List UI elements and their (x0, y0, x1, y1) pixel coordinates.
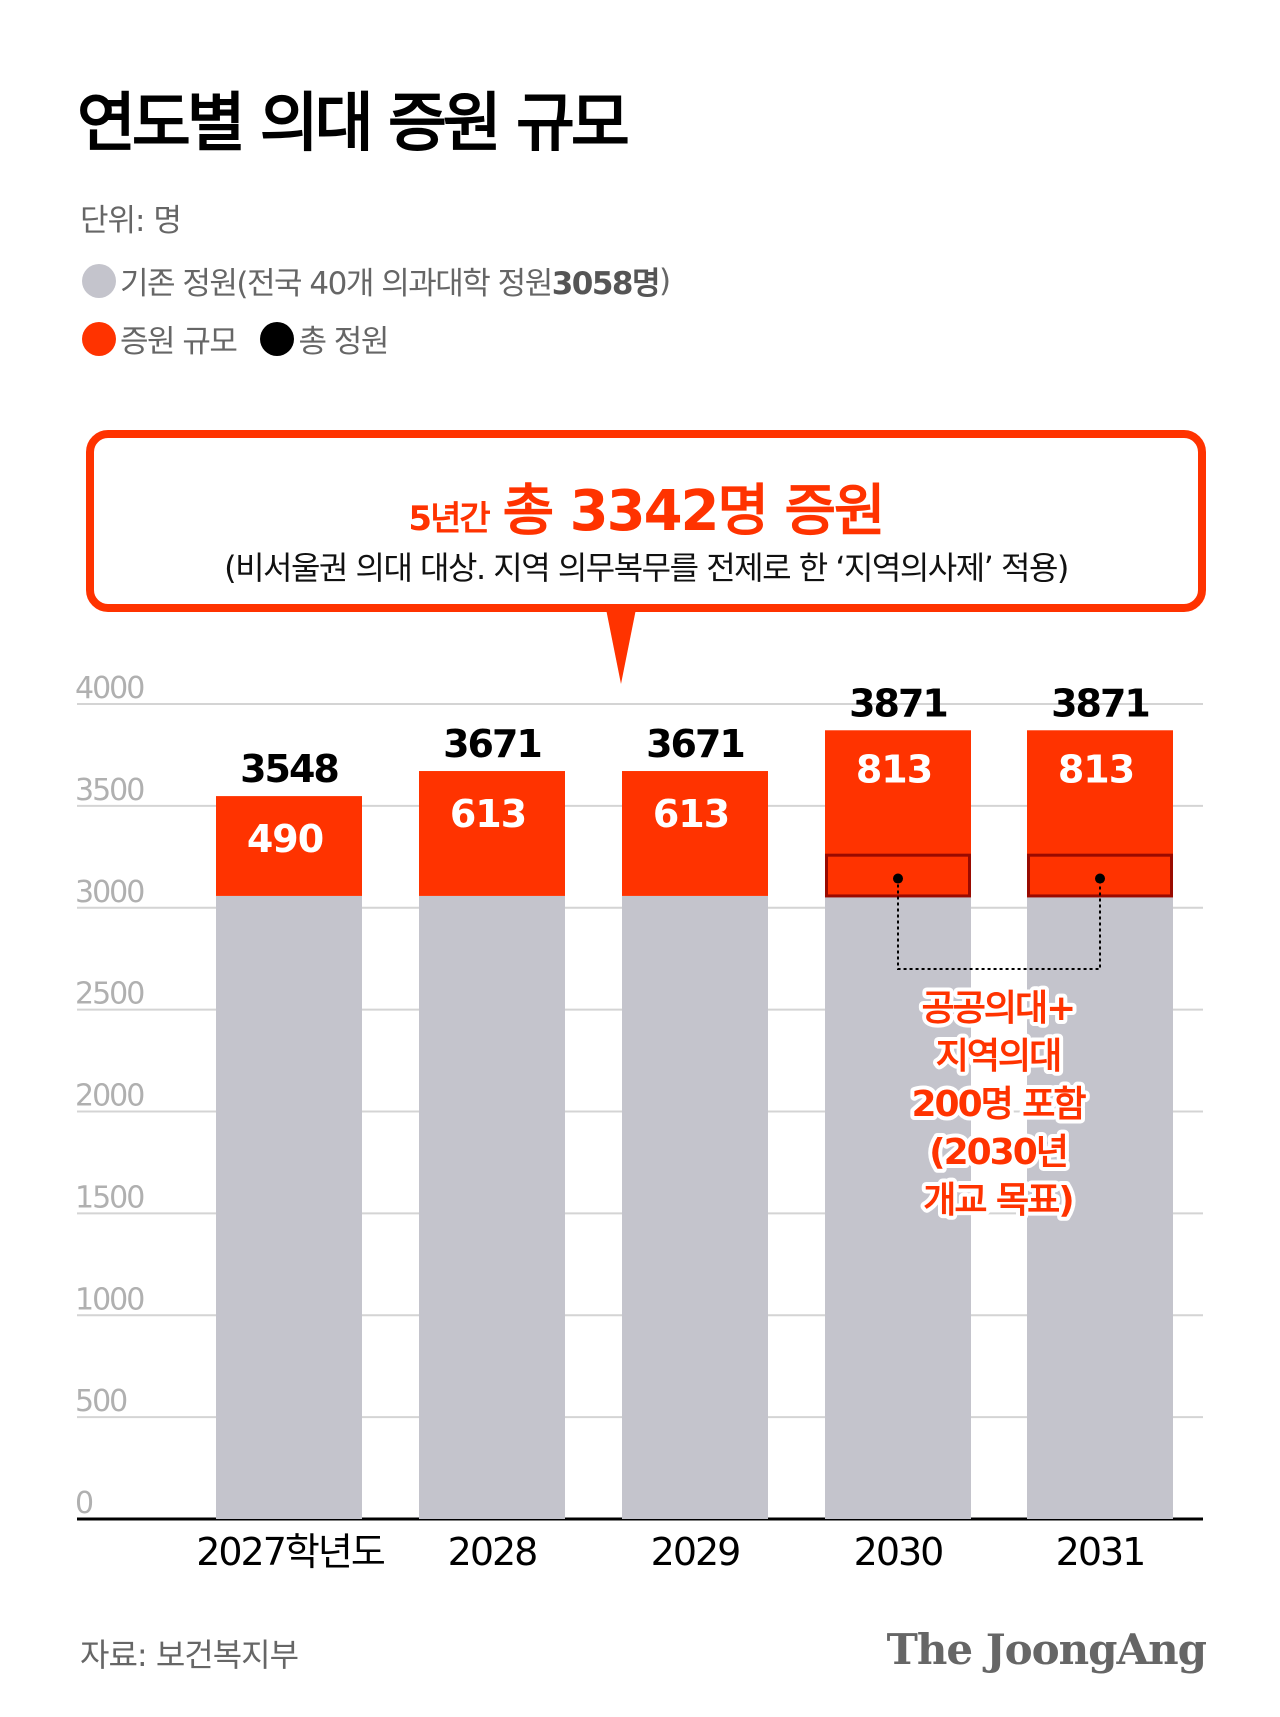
black-dot-icon (260, 321, 295, 356)
increase-label: 813 (856, 747, 932, 791)
callout-pointer (605, 604, 637, 684)
annotation-connector (897, 878, 1101, 970)
total-label: 3548 (240, 747, 338, 791)
bar-included-200 (1027, 853, 1173, 898)
orange-dot-icon (82, 321, 116, 356)
bar-base (825, 895, 971, 1519)
gray-dot-icon (82, 263, 116, 298)
callout-subtitle: (비서울권 의대 대상. 지역 의무복무를 전제로 한 ‘지역의사제’ 적용) (224, 549, 1069, 587)
bar-increase (1027, 730, 1173, 896)
x-tick-label: 2028 (448, 1530, 537, 1574)
annotation-line: 개교 목표) (923, 1180, 1072, 1221)
increase-label: 613 (450, 792, 526, 836)
callout-headline: 5년간 총 3342명 증원 (94, 466, 1198, 547)
callout-box: 5년간 총 3342명 증원 (비서울권 의대 대상. 지역 의무복무를 전제로 … (86, 430, 1206, 612)
increase-label: 613 (653, 792, 729, 836)
legend-item-increase: 증원 규모 총 정원 (82, 316, 389, 361)
x-tick-label: 2030 (854, 1530, 943, 1574)
bar-increase (419, 771, 565, 896)
y-tick-label: 3500 (75, 773, 144, 808)
bar-base (419, 895, 565, 1519)
y-tick-label: 1500 (75, 1180, 144, 1215)
legend-tail: ) (659, 262, 671, 299)
bar-increase (216, 796, 362, 896)
bar-base (216, 895, 362, 1519)
y-tick-label: 2000 (75, 1079, 144, 1114)
x-tick-label: 2031 (1056, 1530, 1145, 1574)
y-tick-label: 4000 (75, 671, 144, 706)
legend-label: 총 정원 (298, 324, 389, 360)
y-tick-label: 0 (75, 1486, 93, 1521)
annotation-line: 200명 포함 (911, 1084, 1086, 1125)
legend-label: 기존 정원(전국 40개 의과대학 정원 (120, 266, 553, 302)
chart-title: 연도별 의대 증원 규모 (77, 87, 630, 161)
bar-base (622, 895, 768, 1519)
bar-increase (622, 771, 768, 896)
bar-included-200 (825, 853, 971, 898)
source-label: 자료: 보건복지부 (80, 1636, 299, 1674)
marker-dot (1095, 873, 1105, 884)
callout-prefix: 5년간 (408, 499, 490, 539)
y-tick-label: 1000 (75, 1282, 144, 1317)
y-tick-label: 500 (75, 1384, 127, 1419)
callout-total: 총 3342명 증원 (502, 479, 886, 544)
total-label: 3671 (646, 722, 744, 766)
total-label: 3671 (443, 722, 541, 766)
legend-item-base: 기존 정원(전국 40개 의과대학 정원 3058명) (82, 258, 671, 303)
unit-label: 단위: 명 (80, 203, 182, 239)
bar-increase (825, 730, 971, 896)
increase-label: 490 (247, 817, 323, 861)
bar-base (1027, 895, 1173, 1519)
total-label: 3871 (1051, 681, 1149, 725)
y-tick-label: 3000 (75, 875, 144, 910)
legend-bold: 3058명 (551, 266, 661, 302)
annotation-line: 지역의대 (936, 1036, 1060, 1077)
legend-label: 증원 규모 (120, 324, 238, 360)
annotation-line: (2030년 (929, 1132, 1067, 1173)
x-tick-label: 2029 (651, 1530, 740, 1574)
annotation-line: 공공의대+ (922, 988, 1075, 1029)
publisher-logo: The JoongAng (886, 1625, 1207, 1674)
increase-label: 813 (1058, 747, 1134, 791)
x-tick-label: 2027학년도 (196, 1530, 385, 1574)
y-tick-label: 2500 (75, 977, 144, 1012)
total-label: 3871 (849, 681, 947, 725)
